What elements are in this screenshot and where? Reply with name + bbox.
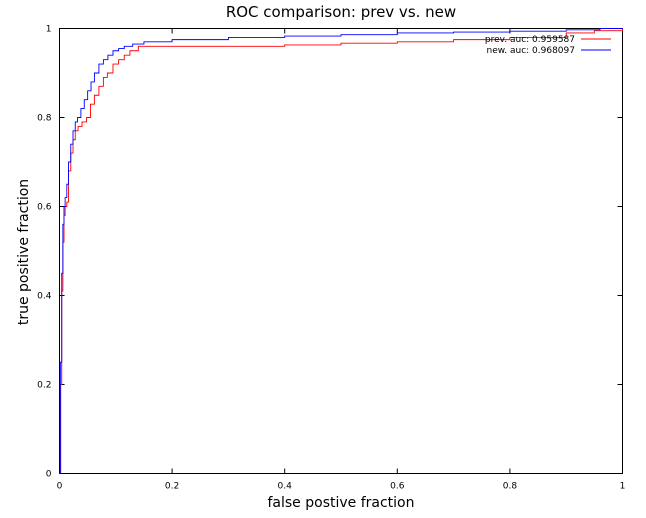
y-tick-label: 1 <box>46 25 52 35</box>
y-tick-label: 0.4 <box>37 292 52 302</box>
x-tick-label: 0.6 <box>390 482 405 492</box>
x-axis-label: false postive fraction <box>267 495 414 511</box>
x-tick-label: 0.8 <box>503 482 518 492</box>
x-tick-label: 0 <box>57 482 63 492</box>
legend-label: new. auc: 0.968097 <box>486 46 575 56</box>
x-tick-label: 1 <box>620 482 626 492</box>
y-tick-label: 0.8 <box>37 114 52 124</box>
y-axis-label: true positive fraction <box>16 179 32 325</box>
axis-ticks: 0 0.2 0.4 0.6 0.8 1 0 0.2 0.4 0.6 0.8 1 <box>37 25 625 492</box>
chart-title: ROC comparison: prev vs. new <box>226 3 456 21</box>
y-tick-label: 0 <box>46 470 52 480</box>
legend-label: prev. auc: 0.959587 <box>485 35 575 45</box>
series-line-new <box>59 28 623 474</box>
x-tick-label: 0.2 <box>165 482 179 492</box>
plot-frame <box>59 28 623 474</box>
y-tick-label: 0.6 <box>37 203 52 213</box>
series-line-prev <box>59 28 623 474</box>
y-tick-label: 0.2 <box>37 381 51 391</box>
series-layer <box>59 28 623 474</box>
x-tick-label: 0.4 <box>278 482 293 492</box>
